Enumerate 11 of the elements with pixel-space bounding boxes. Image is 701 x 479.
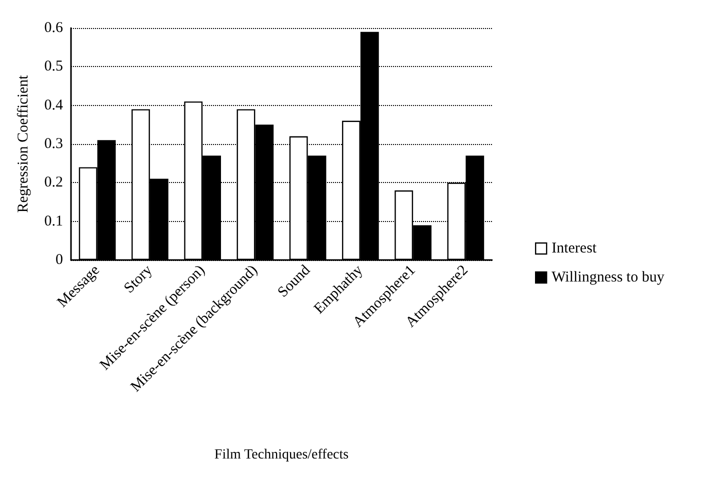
- y-axis-title: Regression Coefficient: [16, 74, 32, 213]
- y-tick-label: 0.2: [44, 174, 63, 191]
- x-axis-title: Film Techniques/effects: [214, 448, 349, 462]
- legend-label: Willingness to buy: [552, 270, 665, 286]
- y-tick-label: 0.6: [44, 20, 64, 36]
- y-tick-label: 0.1: [44, 213, 63, 230]
- y-tick-label: 0.5: [44, 58, 63, 75]
- y-tick-label: 0: [56, 252, 63, 268]
- y-tick-label: 0.4: [44, 97, 64, 114]
- legend-label: Interest: [552, 240, 598, 256]
- y-tick-label: 0.3: [44, 136, 63, 152]
